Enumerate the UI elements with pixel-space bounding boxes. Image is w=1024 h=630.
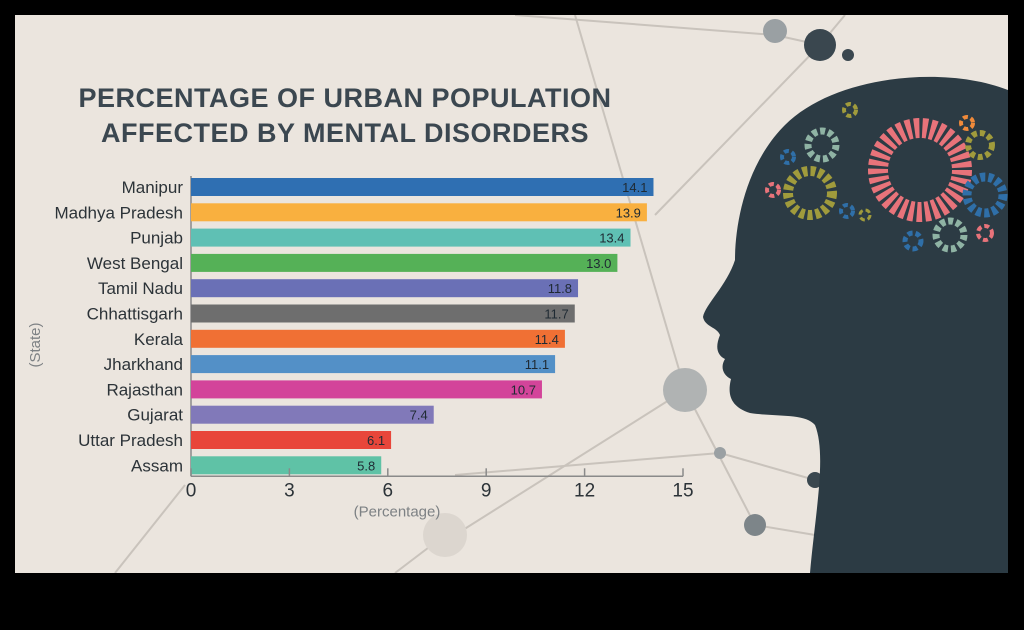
value-label: 13.0 xyxy=(586,256,611,271)
bar-manipur xyxy=(191,178,654,196)
category-label: Punjab xyxy=(130,229,183,248)
x-tick-label: 0 xyxy=(186,480,197,501)
bar-chhattisgarh xyxy=(191,304,575,323)
chart-title-line-2: AFFECTED BY MENTAL DISORDERS xyxy=(100,118,590,148)
network-nodes xyxy=(423,19,854,557)
x-tick-label: 12 xyxy=(574,480,595,501)
category-label: Gujarat xyxy=(127,406,183,425)
category-label: Uttar Pradesh xyxy=(78,431,183,450)
value-label: 5.8 xyxy=(357,458,375,473)
value-label: 11.1 xyxy=(525,357,549,372)
value-label: 7.4 xyxy=(410,408,428,423)
category-label: Manipur xyxy=(122,178,184,197)
value-label: 10.7 xyxy=(511,382,536,397)
value-label: 6.1 xyxy=(367,433,385,448)
gears-icon xyxy=(765,102,1008,253)
category-label: Kerala xyxy=(134,330,184,349)
bar-west-bengal xyxy=(191,253,618,272)
infographic-panel: PERCENTAGE OF URBAN POPULATION AFFECTED … xyxy=(15,15,1008,573)
x-tick-label: 15 xyxy=(672,480,693,501)
value-label: 14.1 xyxy=(622,180,647,195)
bar-punjab xyxy=(191,228,631,247)
bar-uttar-pradesh xyxy=(191,431,392,449)
value-label: 11.8 xyxy=(548,281,572,296)
bar-assam xyxy=(191,456,382,475)
x-tick-label: 9 xyxy=(481,480,492,501)
bar-jharkhand xyxy=(191,355,556,374)
x-tick-label: 3 xyxy=(284,480,295,501)
category-label: West Bengal xyxy=(87,254,183,273)
x-tick-label: 6 xyxy=(383,480,394,501)
bar-tamil-nadu xyxy=(191,279,579,298)
bar-rajasthan xyxy=(191,380,542,399)
chart-title-line-1: PERCENTAGE OF URBAN POPULATION xyxy=(78,83,612,113)
bar-gujarat xyxy=(191,405,434,424)
bar-madhya-pradesh xyxy=(191,203,647,222)
category-label: Madhya Pradesh xyxy=(54,203,183,222)
category-label: Assam xyxy=(131,456,183,475)
category-label: Jharkhand xyxy=(104,355,183,374)
value-label: 11.7 xyxy=(544,307,568,322)
y-axis-label: (State) xyxy=(27,322,44,367)
network-and-head-illustration xyxy=(114,15,1008,573)
bar-kerala xyxy=(191,329,565,348)
value-label: 13.4 xyxy=(599,231,624,246)
category-label: Tamil Nadu xyxy=(98,279,183,298)
bar-chart: Manipur 14.1 Madhya Pradesh 13.9 Punjab 13.4 W… xyxy=(27,176,694,520)
category-label: Rajasthan xyxy=(106,380,183,399)
category-label: Chhattisgarh xyxy=(87,305,183,324)
x-axis-label: (Percentage) xyxy=(354,503,441,520)
value-label: 13.9 xyxy=(616,205,641,220)
value-label: 11.4 xyxy=(535,332,559,347)
